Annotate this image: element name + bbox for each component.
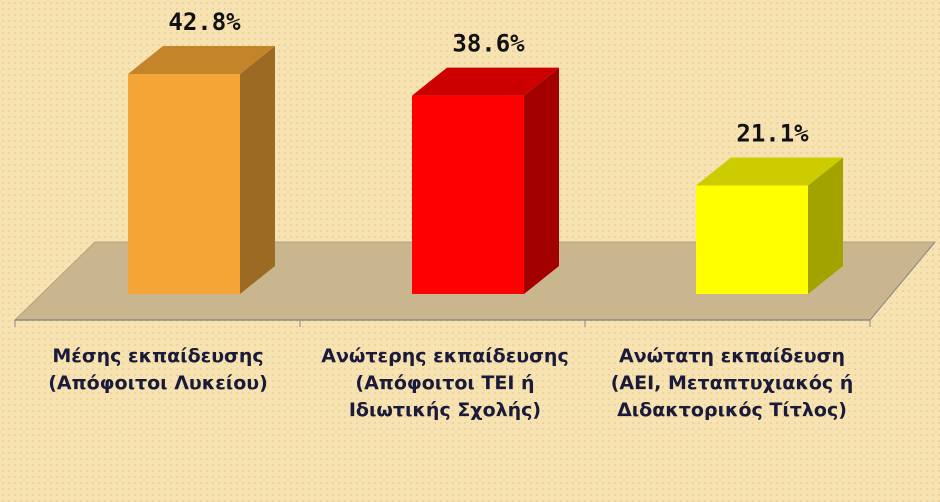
bar-top	[412, 67, 559, 96]
bar-side	[524, 67, 559, 294]
floor-edge	[869, 241, 936, 321]
bar	[696, 185, 808, 294]
x-tick-label: Μέσης εκπαίδευσης (Απόφοιτοι Λυκείου)	[48, 345, 268, 394]
bar-top	[128, 46, 275, 75]
x-tick-label: Ανώτερης εκπαίδευσης (Απόφοιτοι ΤΕΙ ή Ιδ…	[321, 345, 569, 421]
x-tick-label: Ανώτατη εκπαίδευση (ΑΕΙ, Μεταπτυχιακός ή…	[610, 345, 854, 421]
bar	[412, 95, 524, 294]
value-label: 21.1%	[736, 120, 809, 148]
value-label: 42.8%	[168, 8, 241, 36]
bar-side	[808, 157, 843, 294]
bar-side	[240, 46, 275, 295]
value-label: 38.6%	[452, 30, 525, 58]
bar-top	[696, 157, 843, 186]
bar	[128, 74, 240, 295]
